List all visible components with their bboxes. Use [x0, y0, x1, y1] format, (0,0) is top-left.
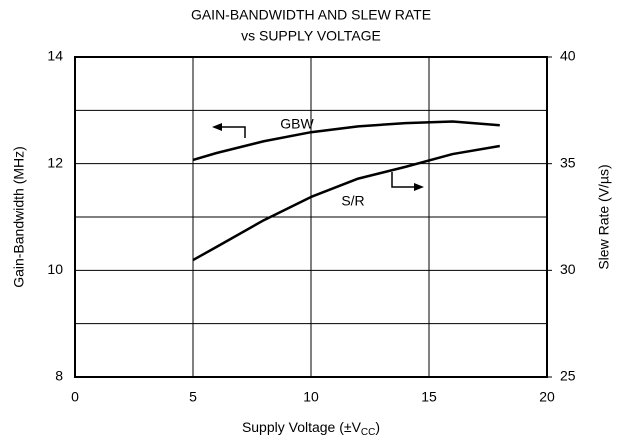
y2-tick-label: 40: [560, 48, 576, 64]
series-label: GBW: [280, 116, 314, 132]
x-tick-label: 10: [303, 389, 319, 405]
x-tick-label: 20: [539, 389, 555, 405]
series-line: [192, 120, 500, 162]
y2-tick-label: 25: [560, 368, 576, 384]
gbw-arrow: [216, 126, 246, 138]
y-tick-label: 8: [55, 368, 63, 384]
x-tick-label: 5: [189, 389, 197, 405]
y2-tick-label: 30: [560, 261, 576, 277]
y-tick-label: 12: [47, 154, 63, 170]
y-axis-label: Gain-Bandwidth (MHz): [11, 146, 27, 288]
sr-arrow: [391, 172, 418, 188]
y2-axis-label: Slew Rate (V/µs): [596, 164, 612, 269]
x-axis-label: Supply Voltage (±VCC): [242, 419, 380, 438]
chart-subtitle: vs SUPPLY VOLTAGE: [241, 28, 381, 44]
plot-frame: [74, 56, 548, 378]
series-label: S/R: [341, 193, 364, 209]
gbw-arrowhead: [212, 123, 222, 131]
series-line: [192, 144, 501, 262]
x-tick-label: 15: [421, 389, 437, 405]
y-tick-label: 10: [47, 261, 63, 277]
y2-tick-label: 35: [560, 154, 576, 170]
x-tick-label: 0: [71, 389, 79, 405]
sr-arrowhead: [414, 183, 424, 191]
y-tick-label: 14: [47, 48, 63, 64]
chart-title: GAIN-BANDWIDTH AND SLEW RATE: [191, 7, 431, 23]
